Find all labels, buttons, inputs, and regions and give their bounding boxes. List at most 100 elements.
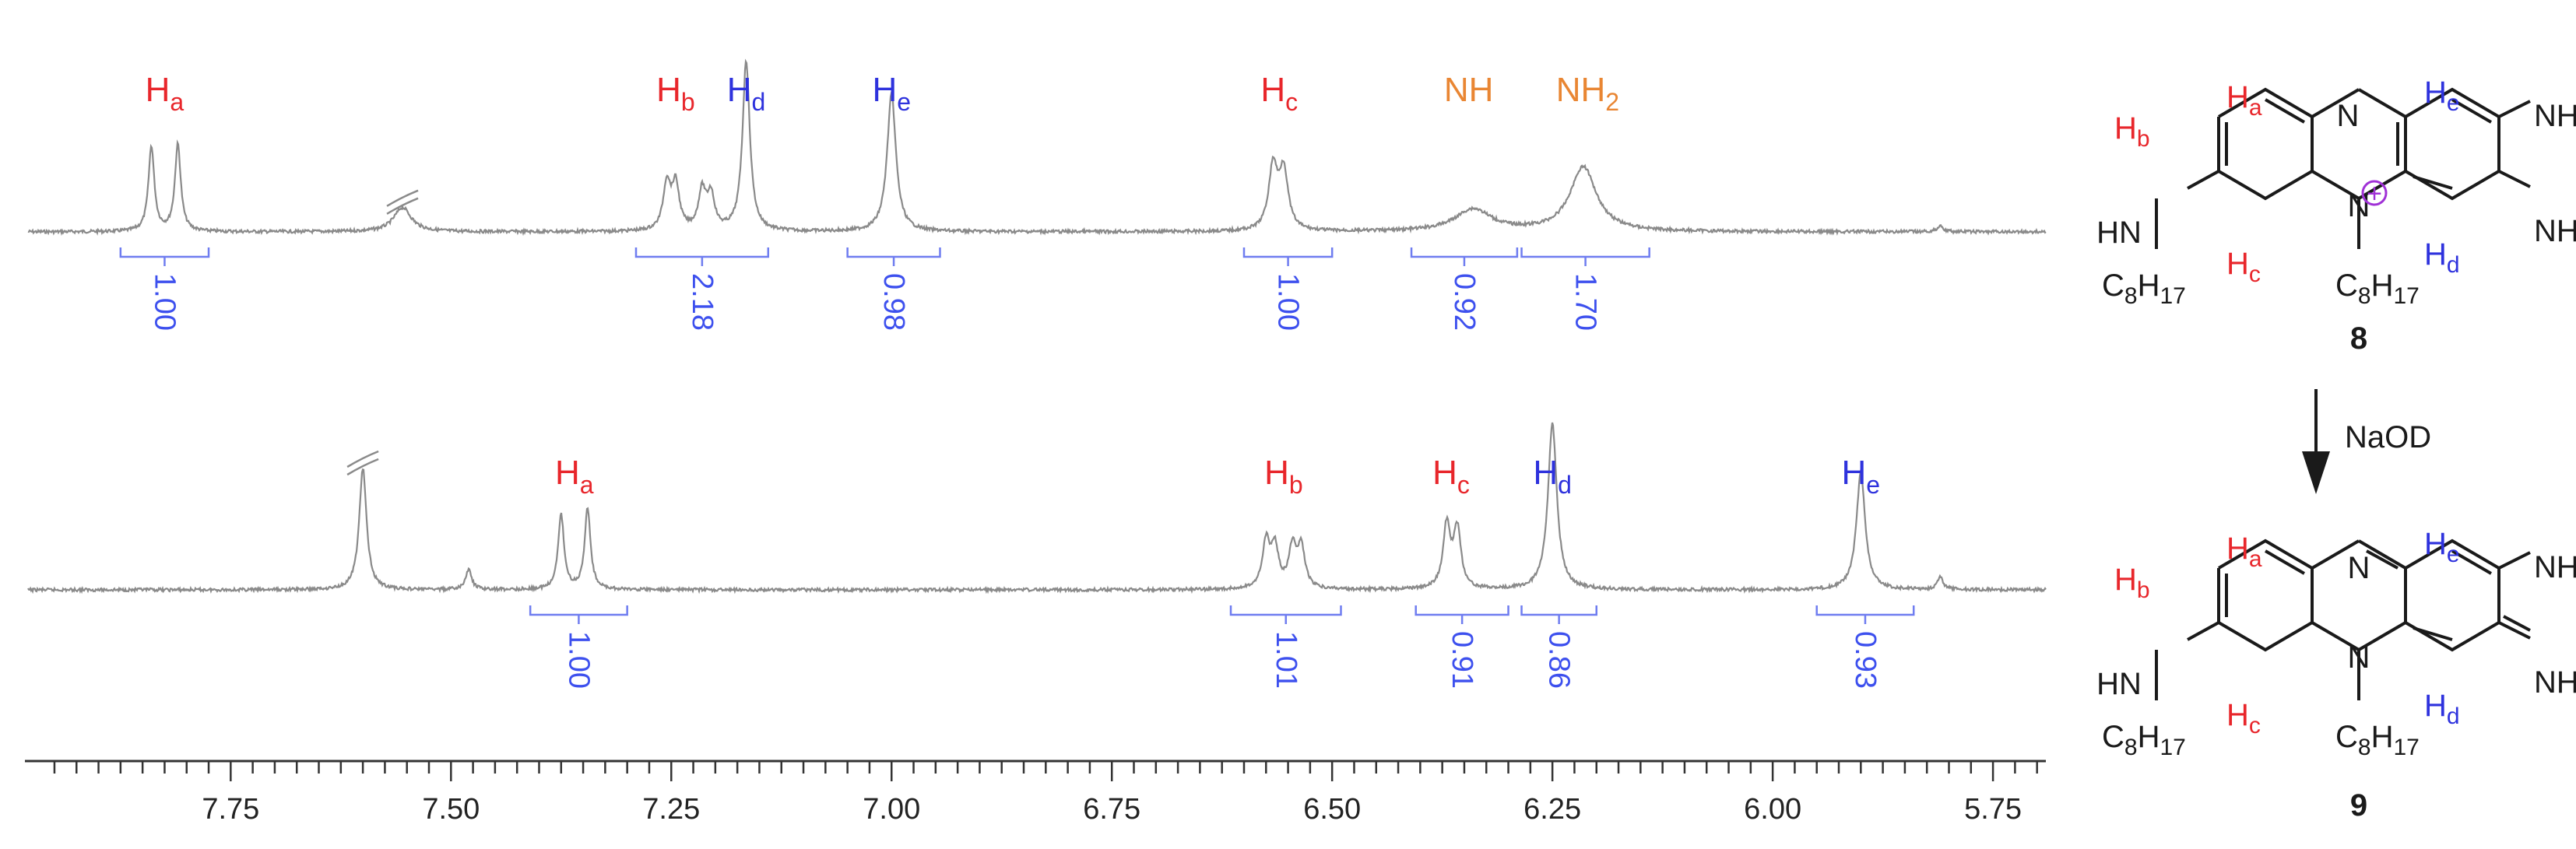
peak-break-mark: [346, 450, 379, 468]
compound-8-he: He: [2424, 75, 2460, 116]
peak-label: NH2: [1556, 71, 1619, 116]
compound-8-amine-top: NH2: [2534, 99, 2576, 139]
integral-bracket: 0.91: [1415, 605, 1509, 689]
compound-8-amine-bottom: NH2: [2534, 214, 2576, 254]
integral-bracket: 1.00: [1242, 247, 1334, 331]
peak-break-mark: [386, 197, 419, 215]
peak-label: He: [1842, 454, 1881, 499]
integral-value: 0.92: [1448, 273, 1481, 331]
integral-bracket: 1.01: [1229, 605, 1342, 689]
integral-value: 0.91: [1446, 631, 1478, 689]
integral-value: 1.00: [1272, 273, 1305, 331]
integral-line: [1242, 247, 1334, 266]
integral-line: [1415, 605, 1509, 624]
axis-tick-label: 7.00: [863, 793, 920, 826]
peak-label: Hb: [656, 71, 695, 116]
integral-line: [119, 247, 210, 266]
peak-label: He: [872, 71, 911, 116]
integral-value: 1.01: [1270, 631, 1302, 689]
integral-value: 0.86: [1543, 631, 1576, 689]
integral-value: 2.18: [686, 273, 719, 331]
peak-label: Hd: [727, 71, 766, 116]
compound-9-alkyl-bottom: C8H17: [2335, 720, 2420, 760]
spectrum-trace-9: [27, 422, 2047, 595]
peak-break-mark: [346, 458, 379, 476]
axis-tick-label: 6.75: [1083, 793, 1140, 826]
compound-8-alkyl-bottom: C8H17: [2335, 268, 2420, 309]
peak-label: Ha: [146, 71, 185, 116]
peak-label: Hc: [1432, 454, 1470, 499]
axis-tick-label: 5.75: [1964, 793, 2022, 826]
compound-9-alkyl-left: C8H17: [2102, 720, 2186, 760]
compound-9-he: He: [2424, 527, 2460, 567]
ppm-axis: 7.75 7.50 7.25 7.00 6.75 6.50 6.25 6.00 5.75: [25, 760, 2046, 826]
axis-tick-label: 6.50: [1303, 793, 1361, 826]
reaction-arrow: NaOD: [2302, 389, 2431, 494]
integral-bracket: 2.18: [634, 247, 770, 331]
compound-9-ha: Ha: [2226, 532, 2262, 572]
compound-9-hd: Hd: [2424, 689, 2460, 729]
reagent-label: NaOD: [2345, 420, 2431, 454]
compound-8-structure: [2155, 87, 2531, 249]
peak-label: Hb: [1264, 454, 1303, 499]
peak-label: Ha: [555, 454, 594, 499]
integral-line: [1520, 605, 1597, 624]
integral-bracket: 0.98: [846, 247, 941, 331]
compound-8-alkyl-left: C8H17: [2102, 268, 2186, 309]
compound-8-hb: Hb: [2114, 111, 2150, 152]
compound-8-n-bottom: N: [2348, 189, 2370, 223]
spectrum-compound-8: Ha Hb Hd He Hc NH NH2 1.00 2.18 0.98 1.00 0.92 1.70: [27, 58, 2047, 331]
integral-bracket: 1.70: [1520, 247, 1650, 331]
compound-9-n-bottom: N: [2348, 640, 2370, 675]
integral-bracket: 0.93: [1815, 605, 1915, 689]
peak-break-mark: [386, 189, 419, 207]
axis-tick-label: 6.25: [1523, 793, 1581, 826]
integral-value: 0.93: [1849, 631, 1882, 689]
axis-tick-label: 7.50: [422, 793, 480, 826]
compound-9-hn: HN: [2096, 667, 2142, 701]
spectrum-compound-9: Ha Hb Hc Hd He 1.00 1.01 0.91 0.86 0.93: [27, 422, 2047, 689]
peak-label: Hd: [1533, 454, 1572, 499]
integral-bracket: 0.86: [1520, 605, 1597, 689]
compound-8-hd: Hd: [2424, 237, 2460, 278]
compound-9-structure: [2155, 539, 2531, 700]
compound-8-hc: Hc: [2226, 247, 2261, 287]
compound-9-labels: N N HN C8H17 C8H17 NH2 NH 9 Ha Hb Hc Hd …: [2096, 527, 2576, 823]
arrow-head-icon: [2302, 451, 2330, 494]
integral-bracket: 1.00: [119, 247, 210, 331]
integral-bracket: 0.92: [1410, 247, 1519, 331]
compound-8-labels: N N + HN C8H17 C8H17 NH2 NH2 8 Ha Hb Hc …: [2096, 75, 2576, 356]
axis-tick-label: 6.00: [1744, 793, 1801, 826]
integral-bracket: 1.00: [529, 605, 628, 689]
axis-tick-label: 7.75: [202, 793, 259, 826]
integral-value: 1.70: [1569, 273, 1602, 331]
compound-8-n-top: N: [2337, 99, 2360, 133]
compound-9-amine-top: NH2: [2534, 550, 2576, 591]
compound-8-hn: HN: [2096, 216, 2142, 250]
integral-value: 1.00: [148, 273, 181, 331]
compound-9-hb: Hb: [2114, 563, 2150, 603]
axis-tick-label: 7.25: [642, 793, 700, 826]
integral-line: [1410, 247, 1519, 266]
peak-label: NH: [1444, 71, 1494, 109]
integral-value: 0.98: [877, 273, 910, 331]
compound-8-ha: Ha: [2226, 80, 2262, 121]
compound-9-n-top: N: [2348, 551, 2370, 585]
integral-value: 1.00: [562, 631, 595, 689]
compound-8-charge: +: [2367, 179, 2382, 209]
peak-label: Hc: [1260, 71, 1298, 116]
integral-line: [846, 247, 941, 266]
integral-line: [1520, 247, 1650, 266]
integral-line: [1815, 605, 1915, 624]
compound-8-number: 8: [2350, 321, 2367, 356]
spectrum-trace-8: [27, 58, 2047, 237]
integral-line: [1229, 605, 1342, 624]
integral-line: [634, 247, 770, 266]
compound-9-number: 9: [2350, 788, 2367, 823]
positive-charge-icon: [2361, 180, 2388, 206]
integral-line: [529, 605, 628, 624]
compound-9-imine: NH: [2534, 665, 2576, 700]
compound-9-hc: Hc: [2226, 698, 2261, 738]
